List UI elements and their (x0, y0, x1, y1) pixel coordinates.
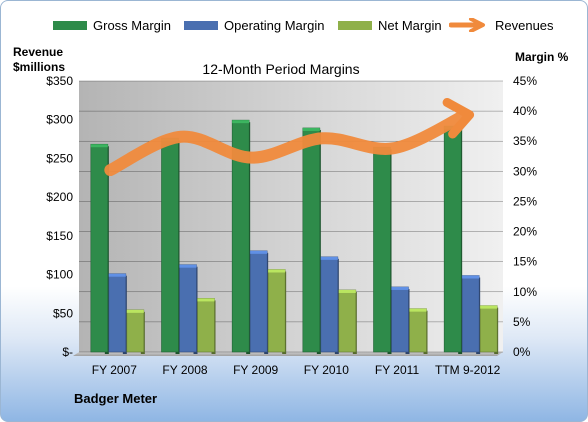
bar-net-margin (126, 309, 145, 353)
bar-gross-margin (443, 125, 462, 353)
legend-swatch-net-margin (338, 20, 372, 30)
bar-top-operating-margin (391, 286, 409, 290)
bar-net-margin (197, 298, 215, 353)
y-axis-tick-label: $100 (46, 268, 73, 282)
bar-gross-margin (373, 146, 391, 353)
x-axis-tick-label: TTM 9-2012 (435, 363, 501, 377)
legend: Gross Margin Operating Margin Net Margin… (1, 15, 587, 35)
bar-top-gross-margin (90, 144, 108, 148)
bar-top-net-margin (197, 298, 215, 302)
company-name: Badger Meter (74, 391, 158, 406)
bar-top-net-margin (480, 305, 498, 309)
bar-top-operating-margin (462, 275, 480, 279)
bar-gross-margin (90, 143, 109, 353)
bar-top-operating-margin (250, 250, 268, 254)
bar-net-margin (267, 269, 286, 353)
plot-floor (73, 352, 503, 356)
y-axis-tick-label: $50 (53, 306, 73, 320)
x-axis-tick-label: FY 2007 (92, 363, 137, 377)
legend-label-net-margin: Net Margin (378, 17, 442, 33)
x-axis-tick-label: FY 2008 (162, 363, 207, 377)
y2-axis-tick-label: 45% (513, 74, 537, 88)
legend-item-operating-margin: Operating Margin (184, 15, 324, 35)
bar-net-margin (479, 305, 498, 353)
y2-axis-tick-label: 40% (513, 104, 537, 118)
bar-operating-margin (249, 250, 268, 353)
y2-axis-tick-label: 35% (513, 134, 537, 148)
bar-operating-margin (179, 264, 197, 353)
legend-label-gross-margin: Gross Margin (93, 17, 172, 33)
y2-axis-tick-label: 30% (513, 164, 537, 178)
bar-top-net-margin (409, 308, 427, 312)
bar-top-operating-margin (108, 273, 126, 277)
chart-title: 12-Month Period Margins (202, 61, 360, 77)
y2-axis-tick-label: 20% (513, 225, 537, 239)
legend-item-revenues: Revenues (449, 15, 554, 35)
bar-net-margin (409, 308, 427, 353)
y-axis-tick-label: $350 (46, 74, 73, 88)
y2-axis-tick-label: 10% (513, 285, 537, 299)
legend-item-net-margin: Net Margin (338, 15, 442, 35)
y2-axis-tick-label: 25% (513, 194, 537, 208)
line-revenues (104, 109, 470, 177)
legend-item-gross-margin: Gross Margin (53, 15, 171, 35)
bar-top-operating-margin (179, 264, 197, 268)
bar-operating-margin (320, 256, 339, 353)
left-axis-title: Revenue $millions (13, 45, 66, 74)
bar-operating-margin (391, 286, 409, 353)
bar-top-gross-margin (302, 127, 320, 131)
revenues-arrowhead-icon (442, 97, 475, 139)
y-axis-tick-label: $150 (46, 229, 73, 243)
legend-swatch-operating-margin (184, 20, 218, 30)
bar-top-net-margin (126, 309, 144, 313)
y2-axis-tick-label: 0% (513, 345, 531, 359)
bar-operating-margin (461, 275, 480, 353)
bar-gross-margin (161, 137, 179, 353)
y2-axis-tick-label: 15% (513, 255, 537, 269)
legend-arrow-icon (449, 18, 485, 32)
y-axis-tick-label: $250 (46, 151, 73, 165)
y-axis-tick-label: $200 (46, 190, 73, 204)
bar-top-net-margin (338, 289, 356, 293)
legend-label-revenues: Revenues (495, 17, 554, 33)
x-axis-tick-label: FY 2010 (304, 363, 349, 377)
bar-operating-margin (108, 273, 127, 353)
bar-gross-margin (302, 127, 321, 353)
x-axis-tick-label: FY 2011 (375, 363, 420, 377)
bar-top-operating-margin (320, 256, 338, 260)
x-axis-tick-label: FY 2009 (233, 363, 278, 377)
bar-top-gross-margin (232, 120, 250, 124)
bar-top-net-margin (268, 269, 286, 273)
legend-label-operating-margin: Operating Margin (224, 17, 325, 33)
y2-axis-tick-label: 5% (513, 315, 531, 329)
y-axis-tick-label: $300 (46, 113, 73, 127)
y-axis-tick-label: $- (62, 345, 73, 359)
bar-net-margin (338, 289, 357, 353)
right-axis-title: Margin % (515, 50, 569, 64)
legend-swatch-gross-margin (53, 20, 87, 30)
